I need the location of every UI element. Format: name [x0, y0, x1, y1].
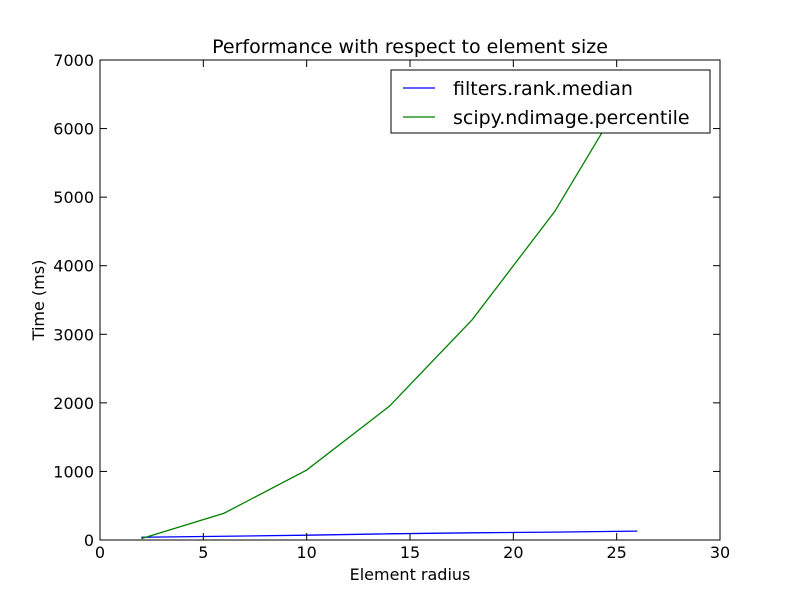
- y-tick-label: 2000: [53, 394, 94, 413]
- y-tick-label: 1000: [53, 462, 94, 481]
- y-axis-label: Time (ms): [29, 260, 48, 342]
- y-tick-label: 6000: [53, 120, 94, 139]
- x-tick-label: 30: [710, 543, 730, 562]
- x-tick-label: 25: [606, 543, 626, 562]
- legend: filters.rank.median scipy.ndimage.percent…: [390, 69, 711, 134]
- y-tick-label: 4000: [53, 257, 94, 276]
- x-axis-ticks: 0 5 10 15 20 25 30: [95, 60, 730, 562]
- x-tick-label: 5: [198, 543, 208, 562]
- series-layer: [141, 73, 638, 540]
- y-axis-ticks: 0 1000 2000 3000 4000 5000 6000 7000: [53, 51, 720, 550]
- legend-label-2: scipy.ndimage.percentile: [453, 107, 690, 129]
- y-tick-label: 7000: [53, 51, 94, 70]
- x-tick-label: 20: [503, 543, 523, 562]
- y-tick-label: 5000: [53, 188, 94, 207]
- x-tick-label: 15: [400, 543, 420, 562]
- y-tick-label: 3000: [53, 325, 94, 344]
- series-line-2: [141, 73, 638, 540]
- series-line-1: [141, 530, 638, 538]
- x-tick-label: 0: [95, 543, 105, 562]
- chart-title: Performance with respect to element size: [212, 36, 608, 58]
- x-tick-label: 10: [296, 543, 316, 562]
- legend-label-1: filters.rank.median: [453, 78, 633, 100]
- x-axis-label: Element radius: [350, 565, 471, 584]
- legend-box: [390, 69, 711, 134]
- y-tick-label: 0: [84, 531, 94, 550]
